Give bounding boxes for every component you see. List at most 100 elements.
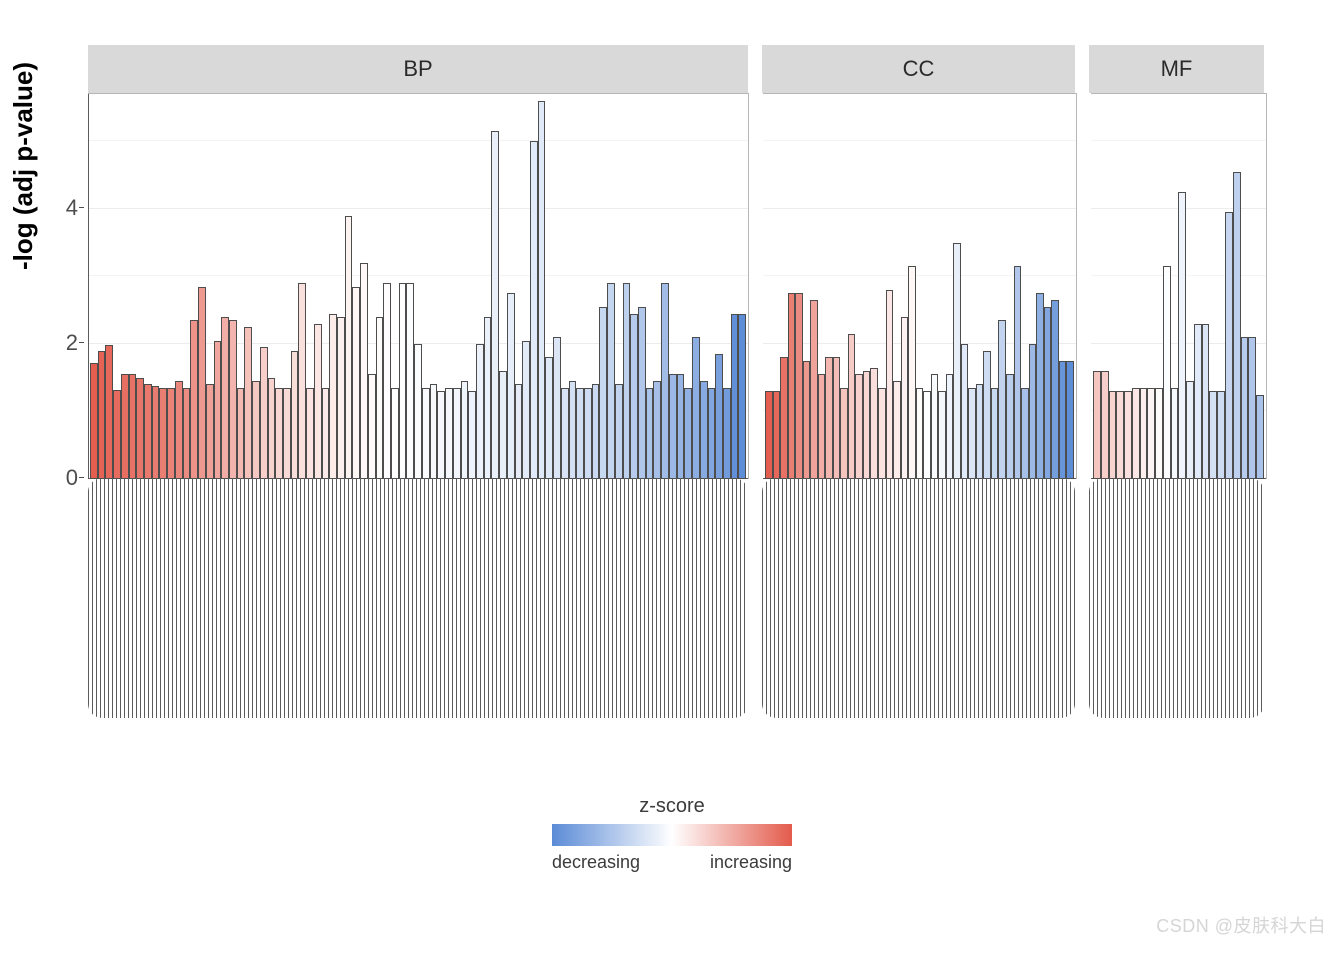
- bar: [773, 391, 781, 479]
- bar: [422, 388, 430, 479]
- go-enrichment-barplot: -log (adj p-value) BPCCMF 024 z-score de…: [0, 0, 1344, 960]
- x-axis-label-area: [88, 478, 1264, 718]
- x-label-dense: [1089, 478, 1264, 718]
- legend-label-left: decreasing: [552, 852, 640, 873]
- bar: [414, 344, 422, 479]
- bar: [561, 388, 569, 479]
- x-label-dense: [762, 478, 1075, 718]
- legend-labels: decreasing increasing: [552, 852, 792, 873]
- bar: [855, 374, 863, 479]
- bar: [901, 317, 909, 479]
- bar: [406, 283, 414, 479]
- legend-title: z-score: [552, 795, 792, 818]
- bar: [144, 384, 152, 479]
- bar: [360, 263, 368, 479]
- bar: [399, 283, 407, 479]
- bar: [983, 351, 991, 479]
- bar: [1109, 391, 1117, 479]
- bar: [886, 290, 894, 479]
- bar: [298, 283, 306, 479]
- facet-strip-row: BPCCMF: [88, 45, 1264, 93]
- bar: [1217, 391, 1225, 479]
- bar: [1140, 388, 1148, 479]
- bar: [491, 131, 499, 479]
- bar: [1029, 344, 1037, 479]
- bar: [615, 384, 623, 479]
- bar: [291, 351, 299, 479]
- bar: [700, 381, 708, 479]
- bar: [1256, 395, 1264, 479]
- bar: [569, 381, 577, 479]
- legend-gradient-bar: [552, 824, 792, 846]
- panel: [88, 93, 749, 479]
- bar: [1101, 371, 1109, 479]
- bar: [214, 341, 222, 479]
- bar: [260, 347, 268, 479]
- bar: [1021, 388, 1029, 479]
- bar: [383, 283, 391, 479]
- bar: [345, 216, 353, 479]
- bar: [803, 361, 811, 479]
- bar: [221, 317, 229, 479]
- panel: [1091, 93, 1267, 479]
- bar: [352, 287, 360, 480]
- bar: [1014, 266, 1022, 479]
- bar: [623, 283, 631, 479]
- bar: [1202, 324, 1210, 479]
- bar: [515, 384, 523, 479]
- facet-strip: CC: [762, 45, 1075, 93]
- bar: [1147, 388, 1155, 479]
- bar: [684, 388, 692, 479]
- y-axis-title: -log (adj p-value): [8, 62, 39, 270]
- bar: [592, 384, 600, 479]
- bar: [840, 388, 848, 479]
- bar: [1248, 337, 1256, 479]
- y-tick: 0: [66, 465, 78, 491]
- bar: [545, 357, 553, 479]
- bar: [190, 320, 198, 479]
- bar: [136, 378, 144, 479]
- bar: [938, 391, 946, 479]
- bar: [206, 384, 214, 479]
- bar: [916, 388, 924, 479]
- bar: [368, 374, 376, 479]
- bar: [788, 293, 796, 479]
- bar: [391, 388, 399, 479]
- bar: [507, 293, 515, 479]
- bar: [738, 314, 746, 479]
- bar: [268, 378, 276, 479]
- bar: [810, 300, 818, 479]
- bar: [661, 283, 669, 479]
- facet-strip: BP: [88, 45, 748, 93]
- bar: [1059, 361, 1067, 479]
- bar: [461, 381, 469, 479]
- legend: z-score decreasing increasing: [552, 795, 792, 873]
- bar: [998, 320, 1006, 479]
- bar: [553, 337, 561, 479]
- bar: [98, 351, 106, 479]
- bar: [1233, 172, 1241, 479]
- bar: [237, 388, 245, 479]
- bar: [468, 391, 476, 479]
- bar: [923, 391, 931, 479]
- bar: [708, 388, 716, 479]
- bar: [607, 283, 615, 479]
- bar: [152, 386, 160, 479]
- panel-row: [88, 93, 1267, 478]
- x-label-dense: [88, 478, 748, 718]
- bar: [1132, 388, 1140, 479]
- bar: [105, 345, 113, 479]
- bar: [1171, 388, 1179, 479]
- bar: [90, 363, 98, 479]
- bar: [1036, 293, 1044, 479]
- bar: [677, 374, 685, 479]
- bar: [121, 374, 129, 479]
- bar: [275, 388, 283, 479]
- bars: [763, 94, 1076, 479]
- watermark-text: CSDN @皮肤科大白: [1156, 912, 1326, 938]
- y-tick: 4: [66, 195, 78, 221]
- bar: [1241, 337, 1249, 479]
- bar: [1051, 300, 1059, 479]
- bar: [878, 388, 886, 479]
- bar: [322, 388, 330, 479]
